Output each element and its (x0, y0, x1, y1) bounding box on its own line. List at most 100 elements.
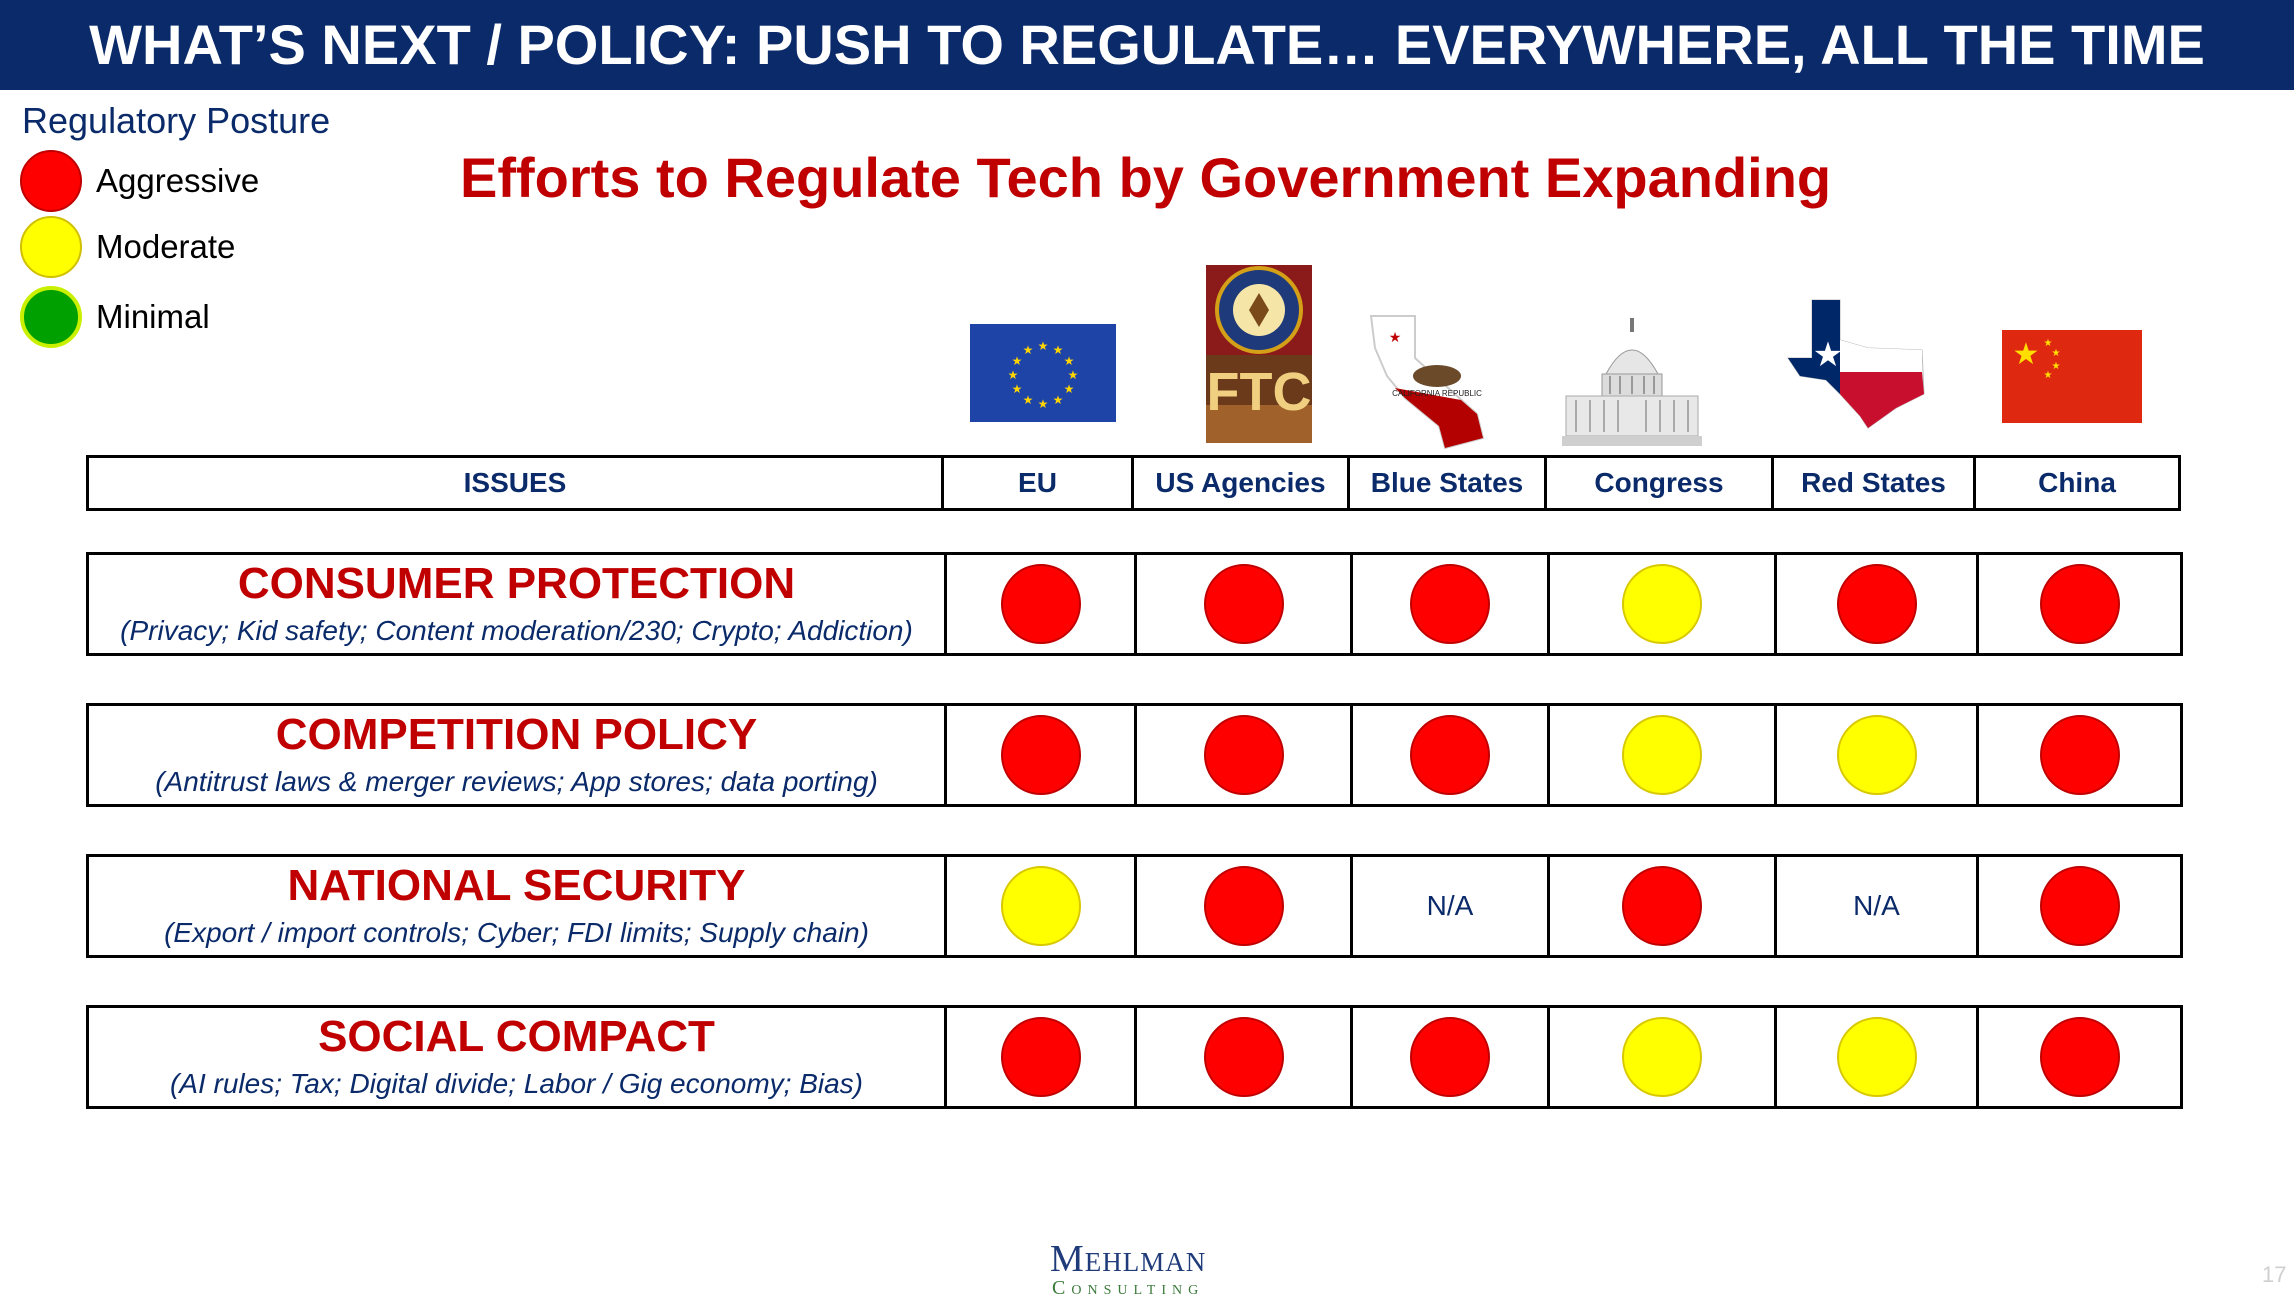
aggressive-circle-icon (1836, 564, 1917, 644)
slide-title-banner: WHAT’S NEXT / POLICY: PUSH TO REGULATE… … (0, 0, 2294, 90)
issues-table-header: ISSUES EU US Agencies Blue States Congre… (86, 455, 2181, 511)
svg-text:★: ★ (1023, 393, 1034, 407)
svg-text:★: ★ (1053, 343, 1064, 357)
svg-text:★: ★ (2044, 370, 2053, 381)
issue-subtitle: (Export / import controls; Cyber; FDI li… (164, 917, 869, 949)
moderate-circle-icon (1622, 564, 1702, 644)
posture-cell (1547, 703, 1777, 807)
not-applicable-label: N/A (1426, 890, 1474, 921)
svg-text:★: ★ (1023, 343, 1034, 357)
svg-text:★: ★ (1008, 368, 1019, 382)
header-blue-states: Blue States (1347, 455, 1547, 511)
aggressive-circle-icon (1410, 1017, 1490, 1097)
posture-cell (1134, 1005, 1353, 1109)
legend-label: Minimal (96, 298, 210, 335)
not-applicable-label: N/A (1853, 890, 1900, 921)
header-eu: EU (941, 455, 1134, 511)
texas-flag-map-icon: ★ (1787, 299, 1925, 429)
mehlman-consulting-logo: Mehlman Consulting (1050, 1237, 1206, 1300)
svg-text:★: ★ (1389, 329, 1402, 345)
california-republic-text: CALIFORNIA REPUBLIC (1392, 389, 1482, 398)
page-number: 17 (2262, 1262, 2287, 1287)
brand-line-1: Mehlman (1050, 1238, 1207, 1280)
header-congress: Congress (1544, 455, 1774, 511)
posture-cell (944, 552, 1137, 656)
posture-cell (1774, 552, 1979, 656)
issue-subtitle: (AI rules; Tax; Digital divide; Labor / … (169, 1068, 864, 1100)
svg-text:★: ★ (2052, 361, 2061, 372)
aggressive-circle-icon (1000, 715, 1081, 795)
green-circle-icon (20, 286, 82, 348)
svg-text:★: ★ (1053, 393, 1064, 407)
posture-cell (1134, 552, 1353, 656)
aggressive-circle-icon (2039, 715, 2120, 795)
posture-cell (1547, 552, 1777, 656)
header-us-agencies: US Agencies (1131, 455, 1350, 511)
issue-title: COMPETITION POLICY (275, 709, 758, 759)
aggressive-circle-icon (1410, 564, 1490, 644)
header-issues: ISSUES (86, 455, 944, 511)
table-row-social-compact: SOCIAL COMPACT (AI rules; Tax; Digital d… (86, 1005, 2183, 1109)
posture-cell (1774, 703, 1979, 807)
posture-cell (1134, 703, 1353, 807)
slide-headline: Efforts to Regulate Tech by Government E… (460, 146, 1832, 209)
aggressive-circle-icon (1000, 1017, 1081, 1097)
issue-subtitle: (Privacy; Kid safety; Content moderation… (120, 615, 913, 647)
svg-text:★: ★ (1038, 397, 1049, 411)
posture-cell: N/A (1350, 854, 1550, 958)
posture-cell (1976, 854, 2183, 958)
red-circle-icon (20, 150, 82, 212)
aggressive-circle-icon (1203, 564, 1284, 644)
svg-text:★: ★ (1064, 382, 1075, 396)
posture-cell (1350, 703, 1550, 807)
posture-cell (944, 854, 1137, 958)
posture-cell (1774, 1005, 1979, 1109)
aggressive-circle-icon (2039, 564, 2120, 644)
issue-cell: CONSUMER PROTECTION (Privacy; Kid safety… (86, 552, 947, 656)
legend-title: Regulatory Posture (22, 100, 331, 141)
aggressive-circle-icon (2039, 866, 2120, 946)
legend-label: Moderate (96, 228, 236, 265)
posture-cell (1976, 1005, 2183, 1109)
header-red-states: Red States (1771, 455, 1976, 511)
legend-item-moderate: Moderate (20, 214, 235, 280)
svg-text:★: ★ (1012, 382, 1023, 396)
us-agencies-icon: FTC (1206, 265, 1312, 443)
aggressive-circle-icon (1410, 715, 1490, 795)
table-row-national-security: NATIONAL SECURITY (Export / import contr… (86, 854, 2183, 958)
posture-cell (944, 1005, 1137, 1109)
svg-text:★: ★ (1038, 339, 1049, 353)
aggressive-circle-icon (1203, 1017, 1284, 1097)
posture-cell (1350, 552, 1550, 656)
table-row-consumer-protection: CONSUMER PROTECTION (Privacy; Kid safety… (86, 552, 2183, 656)
legend-item-aggressive: Aggressive (20, 148, 259, 214)
posture-cell (1134, 854, 1353, 958)
moderate-circle-icon (1836, 1017, 1917, 1097)
moderate-circle-icon (1622, 715, 1702, 795)
issue-title: SOCIAL COMPACT (318, 1011, 715, 1061)
legend-label: Aggressive (96, 162, 260, 199)
california-flag-map-icon: CALIFORNIA REPUBLIC ★ (1369, 315, 1485, 450)
aggressive-circle-icon (1203, 715, 1284, 795)
moderate-circle-icon (1622, 1017, 1702, 1097)
moderate-circle-icon (1000, 866, 1081, 946)
aggressive-circle-icon (2039, 1017, 2120, 1097)
issue-subtitle: (Antitrust laws & merger reviews; App st… (155, 766, 878, 798)
issue-cell: COMPETITION POLICY (Antitrust laws & mer… (86, 703, 947, 807)
posture-cell: N/A (1774, 854, 1979, 958)
aggressive-circle-icon (1203, 866, 1284, 946)
posture-cell (944, 703, 1137, 807)
svg-text:★: ★ (2052, 348, 2061, 359)
aggressive-circle-icon (1622, 866, 1702, 946)
issue-title: NATIONAL SECURITY (287, 860, 746, 910)
ftc-text: FTC (1207, 362, 1312, 422)
svg-text:★: ★ (1064, 354, 1075, 368)
svg-text:★: ★ (1813, 335, 1843, 375)
aggressive-circle-icon (1000, 564, 1081, 644)
posture-cell (1547, 1005, 1777, 1109)
issue-cell: SOCIAL COMPACT (AI rules; Tax; Digital d… (86, 1005, 947, 1109)
svg-text:★: ★ (1068, 368, 1079, 382)
issue-cell: NATIONAL SECURITY (Export / import contr… (86, 854, 947, 958)
capitol-building-icon (1562, 318, 1702, 446)
posture-cell (1976, 703, 2183, 807)
